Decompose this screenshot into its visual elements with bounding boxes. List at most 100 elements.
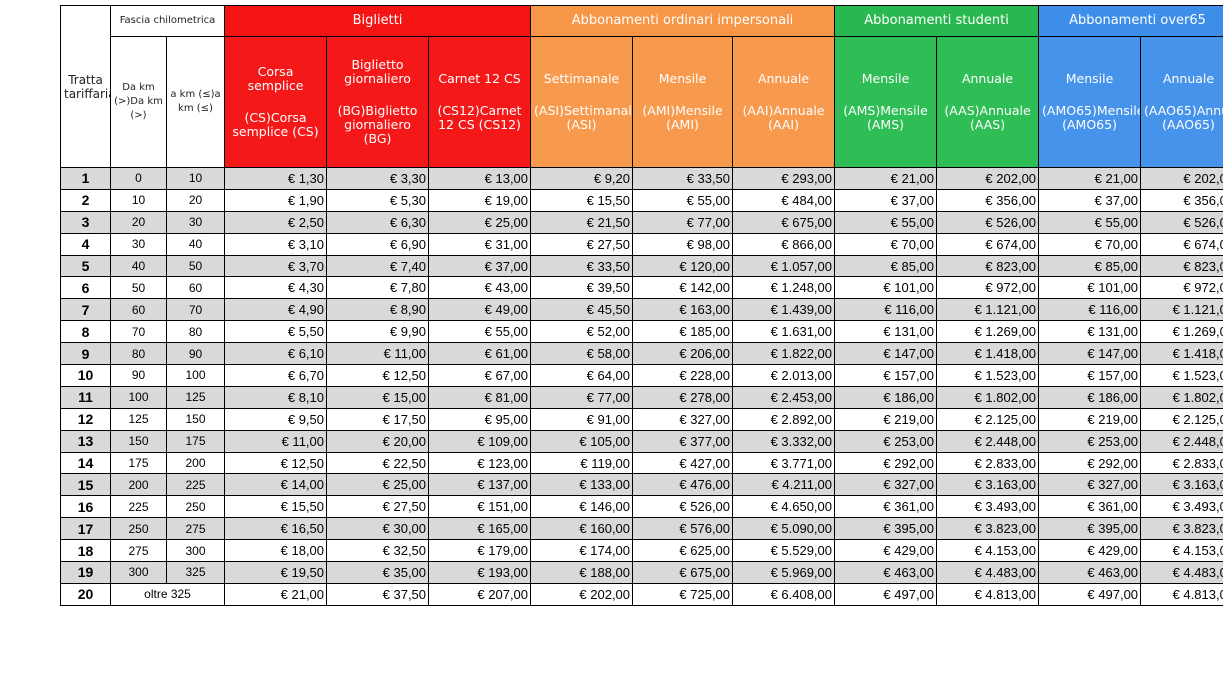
price-cell: € 356,00 [936,188,1040,212]
tratta-number: 1 [60,167,111,190]
price-cell: € 81,00 [428,385,532,409]
column-header-code: (AAO65)Annuale (AAO65) [1144,103,1223,132]
price-cell: € 219,00 [1038,407,1142,431]
price-cell: € 7,40 [326,254,430,278]
price-cell: € 85,00 [834,254,938,278]
price-cell: € 1,90 [224,188,328,212]
price-cell: € 27,50 [326,495,430,519]
column-header-title: Mensile [861,71,910,86]
price-cell: € 1.523,00 [1140,364,1223,387]
price-cell: € 186,00 [834,385,938,409]
price-cell: € 142,00 [632,276,734,300]
price-cell: € 25,00 [428,210,532,234]
price-cell: € 3,30 [326,167,430,190]
price-cell: € 675,00 [732,210,836,234]
table-row: 2 10 20 € 1,90 € 5,30 € 19,00 € 15,50 € 55,00 € … [60,188,1223,212]
price-cell: € 188,00 [530,561,634,584]
price-cell: € 674,00 [936,232,1040,256]
tratta-number: 3 [60,210,111,234]
price-cell: € 3.163,00 [1140,473,1223,497]
table-row: 7 60 70 € 4,90 € 8,90 € 49,00 € 45,50 € 163,00 €… [60,298,1223,322]
price-cell: € 674,00 [1140,232,1223,256]
price-cell: € 2,50 [224,210,328,234]
tratta-number: 4 [60,232,111,256]
price-cell: € 3.163,00 [936,473,1040,497]
price-cell: € 2.013,00 [732,364,836,387]
price-cell: € 202,00 [530,582,634,606]
table-row: 10 90 100 € 6,70 € 12,50 € 67,00 € 64,00 € 228,… [60,364,1223,387]
km-from-cell: 90 [110,364,167,387]
price-cell: € 2.125,00 [936,407,1040,431]
tratta-number: 2 [60,188,111,212]
price-cell: € 497,00 [834,582,938,606]
km-from-cell: 250 [110,517,167,541]
price-cell: € 823,00 [936,254,1040,278]
column-header-code: (AMO65)Mensile (AMO65) [1042,103,1141,132]
column-header-2: Biglietto giornaliero (BG)Biglietto giorn… [326,36,430,168]
fascia-header: Fascia chilometrica [109,5,226,37]
column-header-3: Carnet 12 CS (CS12)Carnet 12 CS (CS12) [428,36,532,168]
km-from-cell: 150 [110,429,167,453]
price-cell: € 972,00 [936,276,1040,300]
km-to-cell: 325 [165,561,226,584]
price-cell: € 70,00 [834,232,938,256]
km-from-cell: 125 [110,407,167,431]
table-row: 19 300 325 € 19,50 € 35,00 € 193,00 € 188,00 € … [60,561,1223,584]
price-cell: € 3.771,00 [732,451,836,475]
tratta-number: 20 [60,582,111,606]
price-cell: € 866,00 [732,232,836,256]
km-to-cell: 200 [165,451,226,475]
km-from-cell: 80 [110,342,167,366]
price-cell: € 1.121,00 [1140,298,1223,322]
price-cell: € 165,00 [428,517,532,541]
column-header-code: (AAI)Annuale (AAI) [742,103,825,132]
price-cell: € 193,00 [428,561,532,584]
km-from-cell: 275 [110,539,167,563]
price-cell: € 37,50 [326,582,430,606]
price-cell: € 37,00 [1038,188,1142,212]
km-to-cell: 40 [165,232,226,256]
column-header-code: (CS)Corsa semplice (CS) [232,110,319,139]
price-cell: € 4.650,00 [732,495,836,519]
table-header: Tratta tariffaria Fascia chilometrica Bi… [60,5,1223,168]
price-cell: € 13,00 [428,167,532,190]
price-cell: € 131,00 [1038,320,1142,344]
column-header-title: Biglietto giornaliero [344,57,411,86]
price-cell: € 4.483,00 [936,561,1040,584]
price-cell: € 327,00 [1038,473,1142,497]
price-cell: € 15,50 [224,495,328,519]
price-cell: € 9,50 [224,407,328,431]
tratta-number: 7 [60,298,111,322]
tratta-number: 19 [60,561,111,584]
a-km-header: a km (≤)a km (≤) [165,36,226,168]
price-cell: € 429,00 [1038,539,1142,563]
table-row: 4 30 40 € 3,10 € 6,90 € 31,00 € 27,50 € 98,00 € … [60,232,1223,256]
price-cell: € 4,90 [224,298,328,322]
price-cell: € 526,00 [936,210,1040,234]
km-from-cell: 175 [110,451,167,475]
group-header-over65: Abbonamenti over65 [1038,5,1223,37]
price-cell: € 174,00 [530,539,634,563]
price-cell: € 4.153,00 [1140,539,1223,563]
group-header-studenti: Abbonamenti studenti [834,5,1040,37]
table-row: 9 80 90 € 6,10 € 11,00 € 61,00 € 58,00 € 206,00… [60,342,1223,366]
price-cell: € 160,00 [530,517,634,541]
tariff-table-container: Tratta tariffaria Fascia chilometrica Bi… [60,5,1223,606]
price-cell: € 119,00 [530,451,634,475]
column-header-code: (AMI)Mensile (AMI) [642,103,723,132]
price-cell: € 64,00 [530,364,634,387]
price-cell: € 31,00 [428,232,532,256]
price-cell: € 1.418,00 [936,342,1040,366]
price-cell: € 6,70 [224,364,328,387]
column-header-title: Annuale [1162,71,1215,86]
price-cell: € 14,00 [224,473,328,497]
km-to-cell: 20 [165,188,226,212]
price-cell: € 1,30 [224,167,328,190]
price-cell: € 116,00 [1038,298,1142,322]
price-cell: € 5.090,00 [732,517,836,541]
column-header-title: Corsa semplice [247,64,304,93]
price-cell: € 2.453,00 [732,385,836,409]
price-cell: € 429,00 [834,539,938,563]
price-cell: € 1.802,00 [1140,385,1223,409]
price-cell: € 179,00 [428,539,532,563]
